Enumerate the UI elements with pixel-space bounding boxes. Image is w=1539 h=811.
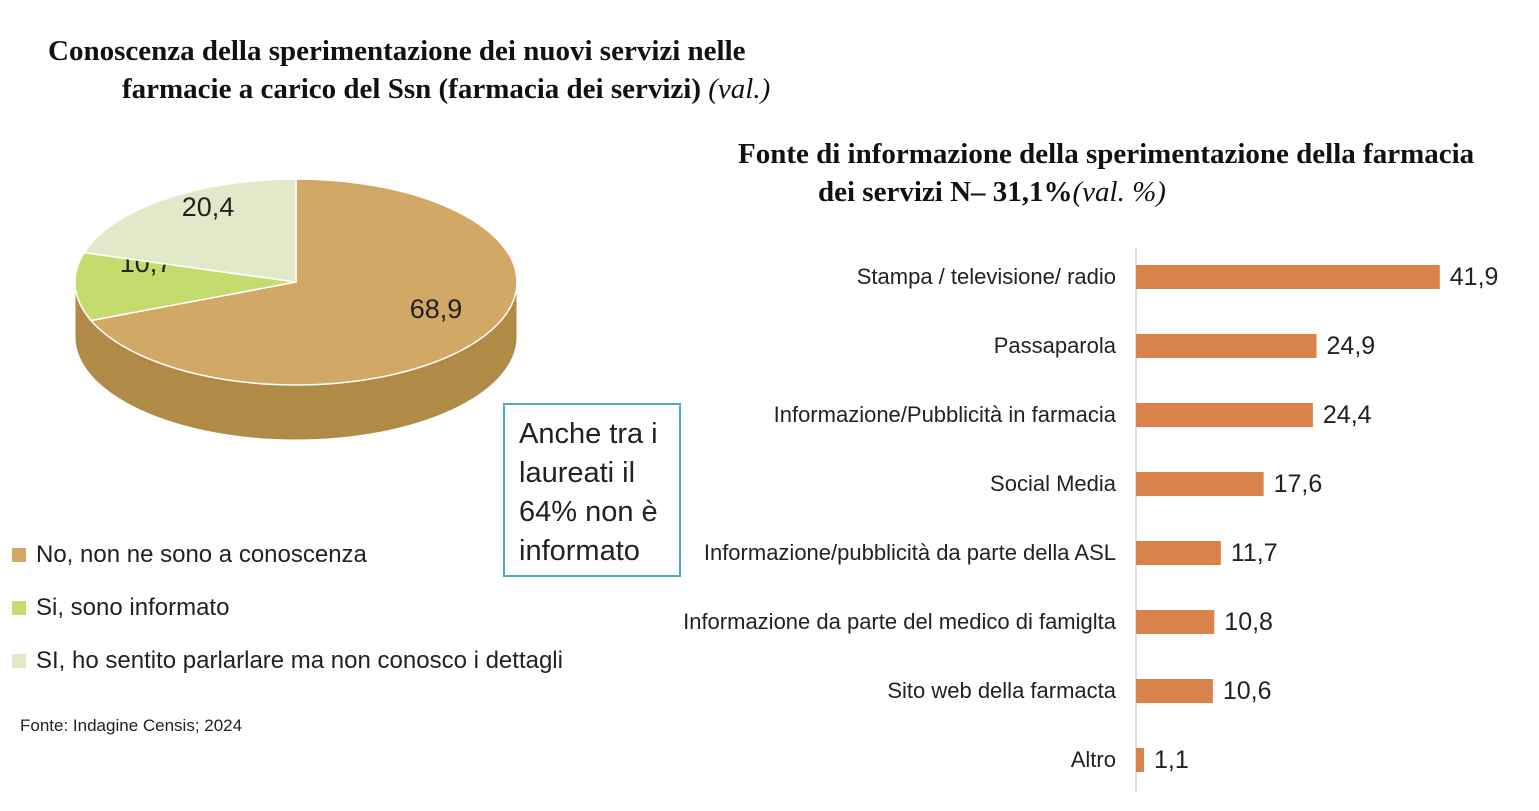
bar: [1136, 472, 1264, 496]
category-label: Informazione/pubblicità da parte della A…: [704, 540, 1116, 565]
bar: [1136, 610, 1215, 634]
bar-value-label: 10,8: [1224, 608, 1273, 636]
note-box: Anche tra i laureati il 64% non è inform…: [503, 403, 681, 577]
bar: [1136, 403, 1313, 427]
legend-swatch: [12, 547, 26, 562]
category-label: Sito web della farmacta: [887, 678, 1116, 703]
pie-legend: No, non ne sono a conoscenza Si, sono in…: [12, 528, 563, 687]
pie-chart: 68,910,720,4: [74, 178, 518, 441]
source-note: Fonte: Indagine Censis; 2024: [20, 716, 243, 735]
bar-value-label: 10,6: [1223, 677, 1272, 705]
pie-value-label: 20,4: [182, 192, 235, 222]
legend-item: Si, sono informato: [12, 581, 563, 634]
bar-title-unit: (val. %): [1072, 176, 1166, 208]
category-label: Informazione/Pubblicità in farmacia: [774, 402, 1117, 427]
bar-value-label: 11,7: [1231, 539, 1278, 567]
legend-label: SI, ho sentito parlarlare ma non conosco…: [36, 646, 563, 674]
category-label: Social Media: [990, 471, 1117, 496]
bar: [1136, 679, 1213, 703]
legend-label: Si, sono informato: [36, 593, 230, 621]
bar-title-line1: Fonte di informazione della sperimentazi…: [738, 138, 1475, 170]
pie-title-line1: Conoscenza della sperimentazione dei nuo…: [48, 35, 746, 67]
category-label: Informazione da parte del medico di fami…: [683, 609, 1117, 634]
bar-chart-title: Fonte di informazione della sperimentazi…: [738, 135, 1474, 211]
pie-value-label: 68,9: [410, 294, 463, 324]
pie-title-unit: (val.): [708, 73, 771, 105]
bar: [1136, 265, 1440, 289]
category-label: Passaparola: [994, 333, 1117, 358]
bar-chart: Stampa / televisione/ radio 41,9 Passaparo…: [683, 248, 1499, 792]
pie-slice: [74, 251, 297, 322]
bar-value-label: 1,1: [1154, 746, 1189, 774]
bar-value-label: 17,6: [1274, 470, 1323, 498]
bar-value-label: 41,9: [1450, 263, 1499, 291]
bar: [1136, 541, 1221, 565]
legend-label: No, non ne sono a conoscenza: [36, 540, 367, 568]
legend-swatch: [12, 600, 26, 615]
bar-title-line2: dei servizi N– 31,1%: [818, 176, 1073, 208]
bar-value-label: 24,4: [1323, 401, 1372, 429]
bar-value-label: 24,9: [1327, 332, 1376, 360]
legend-item: No, non ne sono a conoscenza: [12, 528, 563, 581]
pie-chart-title: Conoscenza della sperimentazione dei nuo…: [48, 32, 770, 108]
legend-swatch: [12, 653, 26, 668]
pie-slice: [89, 178, 518, 386]
category-label: Altro: [1071, 747, 1116, 772]
legend-item: SI, ho sentito parlarlare ma non conosco…: [12, 634, 563, 687]
pie-title-line2: farmacie a carico del Ssn (farmacia dei …: [122, 73, 702, 105]
bar: [1136, 748, 1144, 772]
bar: [1136, 334, 1317, 358]
category-label: Stampa / televisione/ radio: [857, 264, 1116, 289]
pie-slice: [82, 178, 297, 283]
